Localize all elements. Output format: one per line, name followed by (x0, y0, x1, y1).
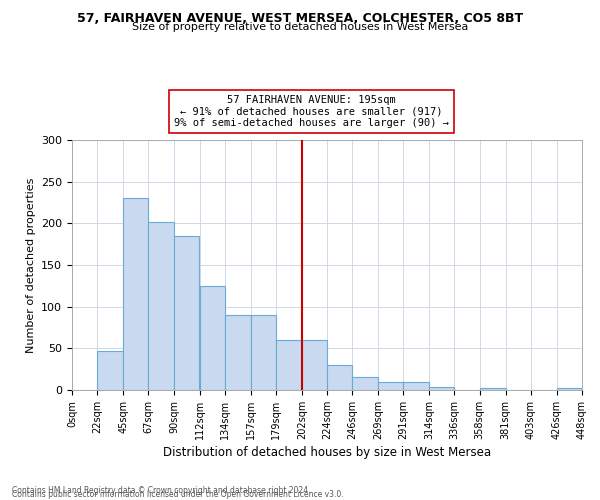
Bar (123, 198, 148, 390)
Bar (378, 382, 403, 390)
Bar (276, 340, 302, 390)
Y-axis label: Number of detached properties: Number of detached properties (26, 178, 35, 352)
Text: 57 FAIRHAVEN AVENUE: 195sqm
← 91% of detached houses are smaller (917)
9% of sem: 57 FAIRHAVEN AVENUE: 195sqm ← 91% of det… (174, 95, 449, 128)
Bar (403, 382, 430, 390)
Bar (557, 388, 582, 390)
Bar (97, 351, 123, 390)
Bar (199, 286, 224, 390)
X-axis label: Distribution of detached houses by size in West Mersea: Distribution of detached houses by size … (163, 446, 491, 459)
Text: Size of property relative to detached houses in West Mersea: Size of property relative to detached ho… (132, 22, 468, 32)
Bar (251, 315, 276, 390)
Text: Contains public sector information licensed under the Open Government Licence v3: Contains public sector information licen… (12, 490, 344, 499)
Bar (479, 388, 506, 390)
Text: 57, FAIRHAVEN AVENUE, WEST MERSEA, COLCHESTER, CO5 8BT: 57, FAIRHAVEN AVENUE, WEST MERSEA, COLCH… (77, 12, 523, 26)
Bar (302, 340, 327, 390)
Bar (175, 236, 199, 390)
Bar (224, 315, 251, 390)
Bar (352, 376, 378, 390)
Bar (430, 386, 455, 390)
Bar (148, 222, 175, 390)
Bar (327, 365, 352, 390)
Text: Contains HM Land Registry data © Crown copyright and database right 2024.: Contains HM Land Registry data © Crown c… (12, 486, 311, 495)
